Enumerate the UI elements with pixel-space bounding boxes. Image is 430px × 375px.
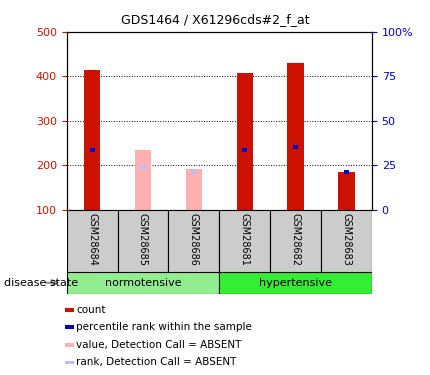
Text: rank, Detection Call = ABSENT: rank, Detection Call = ABSENT: [76, 357, 236, 368]
Bar: [237, 73, 253, 210]
Bar: [64, 308, 74, 312]
Bar: [242, 148, 247, 152]
Bar: [67, 210, 117, 272]
Bar: [64, 343, 74, 347]
Bar: [64, 326, 74, 329]
Text: percentile rank within the sample: percentile rank within the sample: [76, 322, 252, 332]
Bar: [64, 360, 74, 364]
Bar: [89, 148, 95, 152]
Bar: [141, 165, 145, 169]
Bar: [135, 150, 151, 210]
Bar: [67, 272, 219, 294]
Bar: [270, 210, 321, 272]
Bar: [191, 170, 197, 174]
Bar: [293, 145, 298, 149]
Text: GSM28685: GSM28685: [138, 213, 148, 266]
Text: GSM28686: GSM28686: [189, 213, 199, 266]
Text: hypertensive: hypertensive: [259, 278, 332, 288]
Text: count: count: [76, 305, 105, 315]
Bar: [117, 210, 169, 272]
Text: GSM28683: GSM28683: [341, 213, 351, 266]
Bar: [321, 210, 372, 272]
Text: GSM28681: GSM28681: [240, 213, 250, 266]
Bar: [84, 70, 100, 210]
Text: GSM28684: GSM28684: [87, 213, 97, 266]
Bar: [219, 272, 372, 294]
Text: normotensive: normotensive: [104, 278, 181, 288]
Text: GDS1464 / X61296cds#2_f_at: GDS1464 / X61296cds#2_f_at: [121, 13, 309, 26]
Bar: [344, 170, 349, 174]
Bar: [288, 63, 304, 210]
Bar: [169, 210, 219, 272]
Text: disease state: disease state: [4, 278, 78, 288]
Text: value, Detection Call = ABSENT: value, Detection Call = ABSENT: [76, 340, 241, 350]
Text: GSM28682: GSM28682: [291, 213, 301, 266]
Bar: [219, 210, 270, 272]
Bar: [186, 169, 202, 210]
Bar: [338, 172, 355, 210]
